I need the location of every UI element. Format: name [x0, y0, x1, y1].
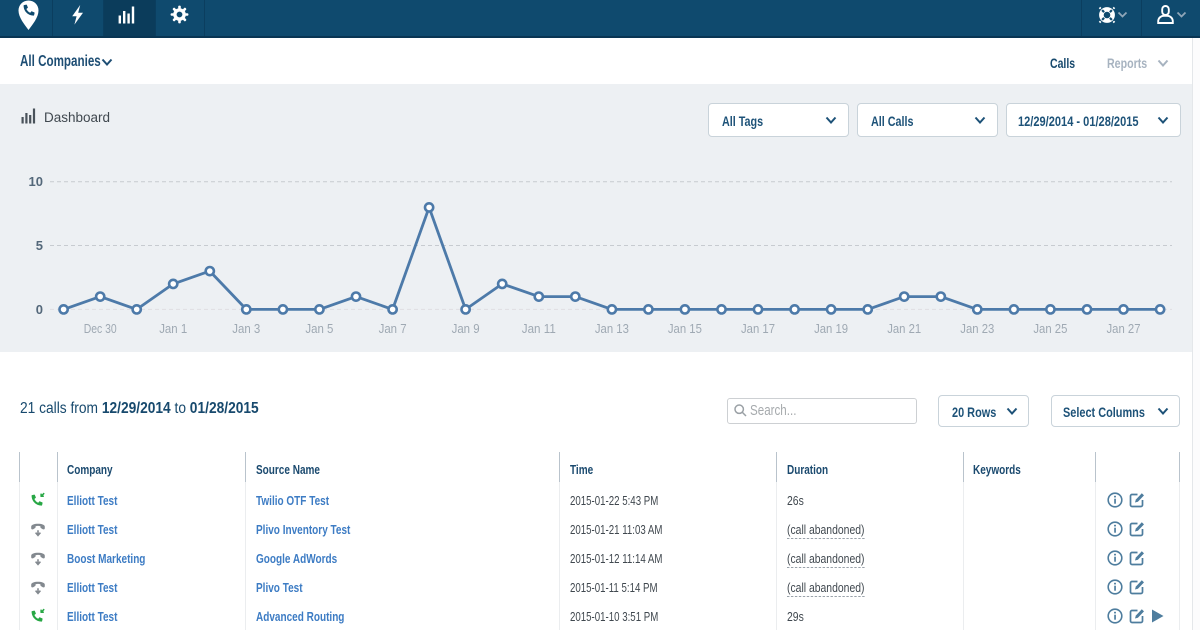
svg-text:Jan 1: Jan 1 — [159, 321, 187, 336]
svg-text:Jan 17: Jan 17 — [741, 321, 775, 336]
svg-text:Jan 3: Jan 3 — [232, 321, 260, 336]
svg-text:Jan 9: Jan 9 — [452, 321, 480, 336]
svg-text:0: 0 — [36, 302, 43, 317]
svg-text:Jan 5: Jan 5 — [305, 321, 333, 336]
svg-text:Jan 27: Jan 27 — [1107, 321, 1141, 336]
svg-text:Jan 25: Jan 25 — [1033, 321, 1067, 336]
svg-text:Jan 7: Jan 7 — [379, 321, 407, 336]
svg-text:Jan 23: Jan 23 — [960, 321, 994, 336]
svg-text:Jan 19: Jan 19 — [814, 321, 848, 336]
svg-text:10: 10 — [29, 174, 43, 189]
svg-text:Jan 11: Jan 11 — [522, 321, 556, 336]
svg-text:5: 5 — [36, 238, 43, 253]
svg-text:Dec 30: Dec 30 — [84, 321, 117, 336]
svg-text:Jan 15: Jan 15 — [668, 321, 702, 336]
svg-text:Jan 13: Jan 13 — [595, 321, 629, 336]
svg-text:Jan 21: Jan 21 — [887, 321, 921, 336]
